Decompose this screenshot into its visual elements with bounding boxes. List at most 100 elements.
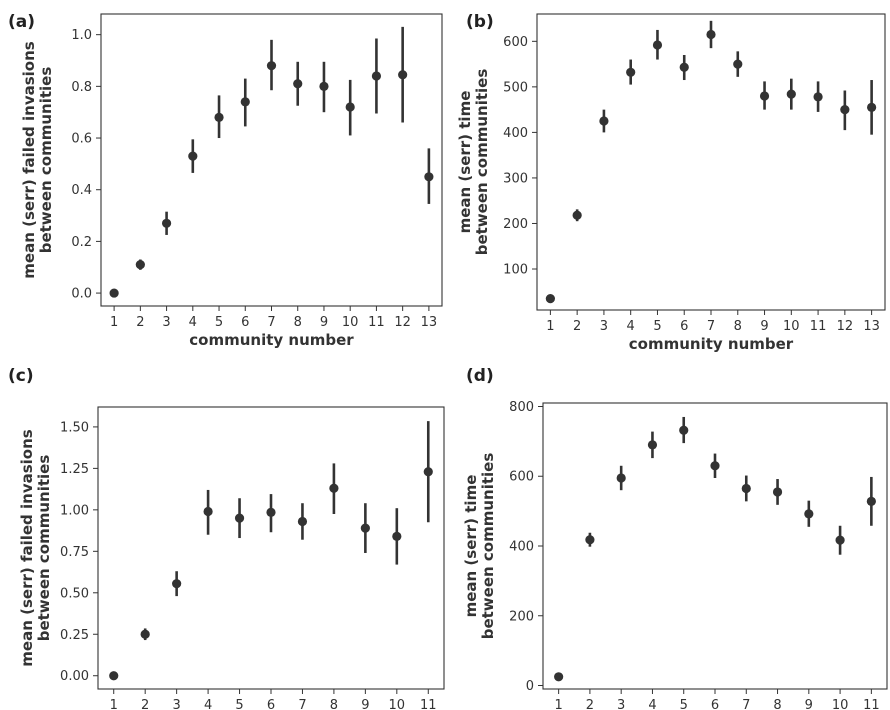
data-point: [866, 496, 876, 506]
x-tick-label: 9: [805, 698, 813, 710]
plot-frame: [97, 406, 445, 690]
x-tick-label: 2: [141, 698, 149, 710]
x-tick-label: 5: [680, 698, 688, 710]
data-point: [599, 116, 609, 126]
x-tick-label: 7: [742, 698, 750, 710]
x-tick-label: 2: [136, 315, 144, 330]
x-tick-label: 5: [215, 315, 223, 330]
data-point: [297, 516, 308, 527]
y-tick-label: 0.6: [71, 132, 92, 147]
data-point: [345, 102, 355, 112]
x-tick-label: 1: [110, 315, 118, 330]
y-tick-label: 0.0: [71, 287, 92, 302]
data-point: [234, 513, 245, 523]
data-point: [371, 71, 382, 81]
x-tick-label: 3: [617, 698, 625, 710]
x-tick-label: 4: [627, 319, 635, 334]
x-tick-label: 3: [172, 698, 180, 710]
x-tick-label: 1: [554, 698, 562, 710]
data-point: [240, 97, 250, 107]
x-tick-label: 12: [837, 319, 854, 334]
x-tick-label: 13: [863, 319, 880, 334]
y-tick-label: 600: [503, 35, 528, 50]
panel-letter: (a): [8, 12, 35, 32]
data-point: [786, 89, 796, 99]
data-point: [423, 467, 433, 477]
data-point: [293, 79, 303, 89]
x-tick-label: 6: [241, 315, 249, 330]
x-tick-label: 8: [330, 698, 338, 710]
data-point: [835, 535, 845, 545]
data-point: [554, 672, 564, 682]
y-tick-label: 0.4: [71, 183, 92, 198]
data-point: [804, 509, 814, 519]
x-tick-label: 10: [389, 698, 406, 710]
data-point: [706, 29, 716, 40]
data-point: [626, 67, 636, 77]
y-axis-label: mean (serr) failed invasions: [18, 429, 36, 666]
data-point: [710, 461, 720, 471]
y-tick-label: 0.25: [60, 628, 89, 643]
chart-panel: (c) 0.00 0.25 0.50 0.75 1.00 1.25 1.50 1 2 3 4 5 6 7 8 9…: [8, 366, 445, 710]
data-point: [867, 102, 877, 112]
x-tick-label: 3: [162, 315, 170, 330]
x-tick-label: 3: [600, 319, 608, 334]
x-tick-label: 10: [832, 698, 849, 710]
y-tick-label: 1.25: [60, 462, 89, 477]
x-tick-label: 7: [267, 315, 275, 330]
data-point: [140, 629, 150, 639]
data-point: [679, 62, 689, 72]
data-point: [572, 210, 582, 220]
data-point: [109, 671, 119, 681]
y-axis-label: between communities: [37, 67, 55, 254]
data-point: [424, 172, 434, 182]
y-tick-label: 1.00: [60, 503, 89, 518]
x-tick-label: 1: [110, 698, 118, 710]
data-point: [585, 535, 595, 545]
y-axis-label: between communities: [479, 453, 497, 640]
x-tick-label: 6: [680, 319, 688, 334]
x-tick-label: 9: [320, 315, 328, 330]
x-tick-label: 5: [235, 698, 243, 710]
plot-frame: [536, 13, 886, 311]
x-tick-label: 7: [707, 319, 715, 334]
y-tick-label: 500: [503, 80, 528, 95]
x-tick-label: 9: [760, 319, 768, 334]
y-tick-label: 400: [503, 126, 528, 141]
x-tick-label: 4: [204, 698, 212, 710]
x-tick-label: 13: [421, 315, 438, 330]
x-tick-label: 4: [189, 315, 197, 330]
y-tick-label: 200: [503, 217, 528, 232]
x-tick-label: 8: [773, 698, 781, 710]
data-point: [203, 506, 213, 517]
y-tick-label: 600: [509, 470, 534, 485]
data-point: [545, 294, 555, 304]
data-point: [109, 288, 119, 298]
x-tick-label: 2: [573, 319, 581, 334]
y-tick-label: 0.75: [60, 545, 89, 560]
data-point: [840, 105, 850, 115]
x-tick-label: 11: [810, 319, 827, 334]
x-tick-label: 8: [734, 319, 742, 334]
x-axis-label: community number: [189, 331, 354, 349]
x-axis-label: community number: [629, 335, 794, 353]
chart-panel: (a)0.00.20.40.60.81.01 2 3 4 5 6 7 8 9 10 11 12 13co…: [8, 12, 443, 349]
x-tick-label: 6: [711, 698, 719, 710]
y-axis-label: mean (serr) time: [456, 91, 474, 234]
panel-letter: (d): [466, 366, 494, 386]
chart-panel: (d)02004006008001234567891011community n…: [462, 366, 888, 710]
data-point: [733, 59, 743, 69]
y-tick-label: 800: [509, 400, 534, 415]
y-tick-label: 400: [509, 540, 534, 555]
y-tick-label: 1.50: [60, 420, 89, 435]
y-tick-label: 300: [503, 171, 528, 186]
x-tick-label: 11: [368, 315, 385, 330]
data-point: [392, 531, 402, 541]
x-tick-label: 10: [342, 315, 359, 330]
data-point: [329, 483, 339, 493]
data-point: [266, 507, 276, 517]
data-point: [616, 473, 626, 483]
y-tick-label: 0.50: [60, 586, 89, 601]
